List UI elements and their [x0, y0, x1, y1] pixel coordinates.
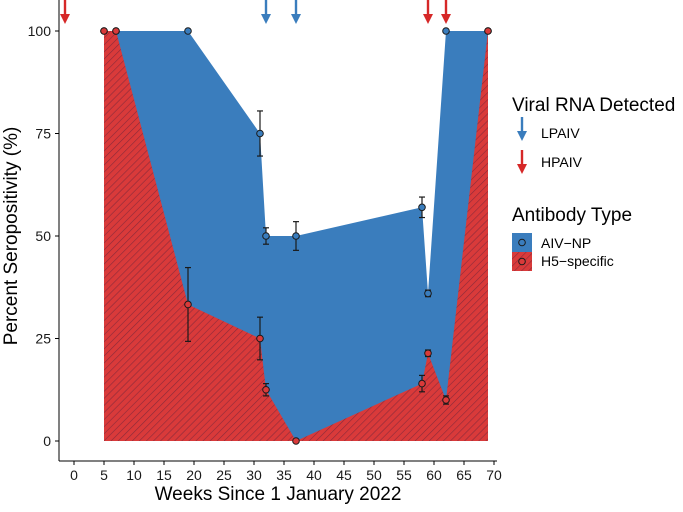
point-h5-specific-9	[484, 27, 492, 35]
area-h5-specific	[104, 31, 488, 441]
x-tick-label-20: 20	[186, 467, 202, 483]
legend-item-hpaiv: HPAIV	[517, 150, 583, 174]
legend-item-lpaiv: LPAIV	[517, 117, 580, 141]
y-tick-label-100: 100	[28, 23, 52, 39]
y-axis-ticks: 0 25 50 75 100	[28, 23, 59, 449]
point-aiv-np-6	[418, 203, 426, 212]
arrow-lpaiv-2	[291, 0, 301, 24]
point-h5-specific-2	[184, 300, 192, 309]
x-tick-label-40: 40	[306, 467, 322, 483]
x-tick-label-5: 5	[100, 467, 108, 483]
x-tick-label-60: 60	[426, 467, 442, 483]
hpaiv-arrowhead-icon	[517, 164, 527, 174]
x-tick-label-70: 70	[486, 467, 502, 483]
lpaiv-arrowhead-icon	[517, 131, 527, 141]
x-tick-label-15: 15	[156, 467, 172, 483]
x-axis-title: Weeks Since 1 January 2022	[155, 484, 402, 505]
point-h5-specific-8	[442, 396, 450, 404]
x-tick-label-25: 25	[216, 467, 232, 483]
point-h5-specific-7	[424, 349, 432, 358]
legend-antibody-title: Antibody Type	[512, 205, 632, 226]
data-points	[100, 27, 492, 445]
point-aiv-np-3	[256, 129, 264, 138]
point-aiv-np-7	[424, 289, 432, 298]
y-axis-title: Percent Seropositivity (%)	[1, 127, 22, 346]
legend-viral-title: Viral RNA Detected	[512, 95, 675, 116]
legend-label-lpaiv: LPAIV	[541, 125, 580, 141]
point-aiv-np-2	[184, 27, 192, 35]
x-axis-ticks: 0 5 10 15 20 25 30 35 40 45 50 55 60 65 70	[70, 461, 502, 483]
aiv-np-swatch-point	[518, 238, 526, 247]
point-h5-specific-3	[256, 334, 264, 343]
viral-rna-arrows	[60, 0, 451, 24]
x-tick-label-55: 55	[396, 467, 412, 483]
point-h5-specific-4	[262, 385, 270, 394]
point-h5-specific-6	[418, 379, 426, 388]
legend-item-h5-specific: H5−specific	[512, 252, 614, 271]
y-tick-label-25: 25	[35, 331, 51, 347]
x-tick-label-0: 0	[70, 467, 78, 483]
y-tick-label-0: 0	[43, 433, 51, 449]
point-aiv-np-4	[262, 232, 270, 240]
x-tick-label-50: 50	[366, 467, 382, 483]
legend-item-aiv-np: AIV−NP	[512, 233, 591, 252]
legend-label-aiv-np: AIV−NP	[541, 235, 591, 251]
point-aiv-np-5	[292, 232, 300, 240]
y-tick-label-75: 75	[35, 126, 51, 142]
point-h5-specific-0	[100, 27, 108, 35]
x-tick-label-30: 30	[246, 467, 262, 483]
legend-label-h5-specific: H5−specific	[541, 253, 614, 269]
arrow-hpaiv-3	[423, 0, 433, 24]
x-tick-label-65: 65	[456, 467, 472, 483]
arrow-lpaiv-1	[261, 0, 271, 24]
legend-label-hpaiv: HPAIV	[541, 154, 583, 170]
y-tick-label-50: 50	[35, 228, 51, 244]
h5-specific-swatch-point	[518, 257, 526, 266]
x-tick-label-10: 10	[126, 467, 142, 483]
arrow-hpaiv-4	[441, 0, 451, 24]
arrow-hpaiv-0	[60, 0, 70, 24]
point-h5-specific-5	[292, 437, 300, 445]
legend: Viral RNA Detected LPAIV HPAIV Antibody …	[512, 95, 675, 271]
point-h5-specific-1	[112, 27, 120, 35]
x-tick-label-45: 45	[336, 467, 352, 483]
x-tick-label-35: 35	[276, 467, 292, 483]
point-aiv-np-8	[442, 27, 450, 35]
